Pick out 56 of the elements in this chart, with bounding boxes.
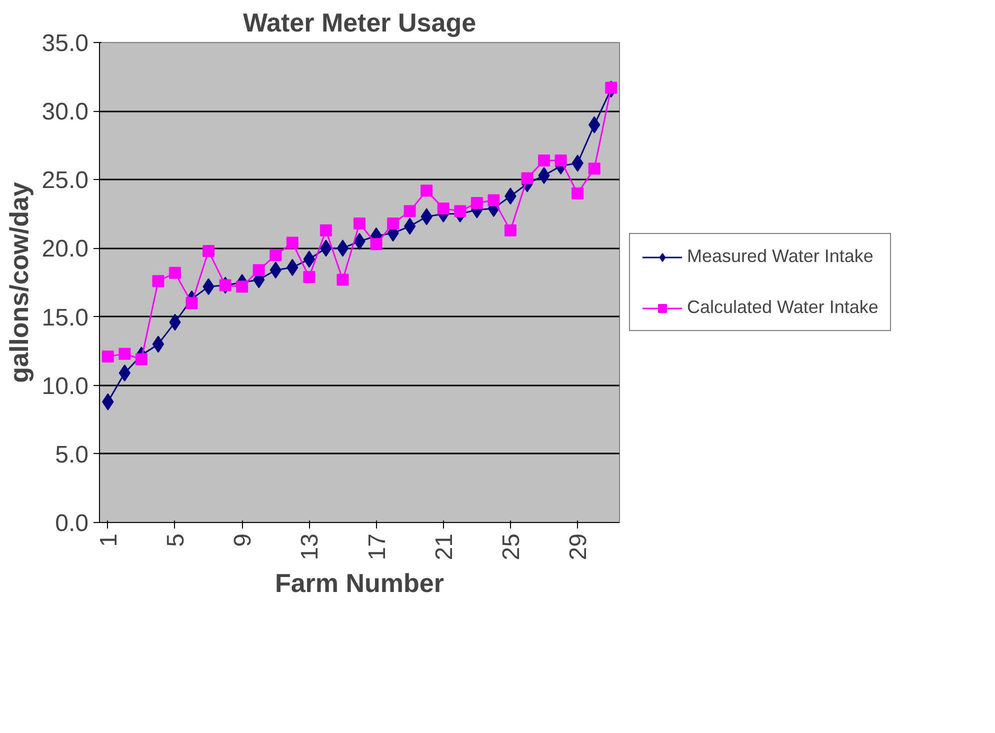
y-tick-label: 30.0 — [42, 98, 89, 126]
point — [404, 218, 416, 235]
point — [236, 280, 248, 293]
point — [303, 271, 316, 284]
x-axis-title: Farm Number — [274, 568, 444, 598]
point — [303, 250, 316, 268]
point — [118, 348, 131, 360]
x-tick-label: 29 — [565, 533, 592, 560]
point — [219, 279, 232, 292]
point — [488, 194, 500, 206]
point — [186, 297, 198, 310]
point — [370, 238, 382, 250]
x-tick-label: 1 — [95, 533, 122, 547]
x-tick-label: 25 — [498, 533, 525, 560]
point — [605, 82, 618, 94]
point — [470, 196, 483, 209]
x-tick-label: 13 — [296, 533, 324, 560]
y-tick-label: 35.0 — [42, 30, 89, 57]
point — [588, 162, 600, 175]
point — [102, 350, 114, 363]
y-tick-label: 5.0 — [55, 441, 89, 468]
point — [168, 266, 181, 279]
y-axis-title: gallons/cow/day — [4, 182, 34, 383]
point — [572, 187, 584, 200]
point — [387, 218, 400, 230]
chart-title: Water Meter Usage — [242, 8, 476, 38]
point — [437, 202, 450, 214]
point — [336, 274, 349, 286]
point — [135, 353, 148, 366]
point — [454, 205, 466, 218]
y-tick-label: 25.0 — [42, 167, 89, 194]
legend-label: Calculated Water Intake — [687, 297, 878, 318]
x-tick-label: 5 — [162, 533, 190, 547]
point — [554, 154, 567, 166]
y-tick-label: 0.0 — [55, 510, 89, 537]
point — [504, 224, 516, 236]
point — [202, 244, 215, 257]
point — [336, 240, 349, 257]
legend-label: Measured Water Intake — [687, 246, 874, 267]
y-tick-label: 20.0 — [42, 236, 89, 263]
point — [354, 218, 366, 230]
x-tick-label: 9 — [230, 533, 257, 547]
point — [404, 205, 416, 218]
x-tick-label: 21 — [430, 533, 458, 560]
point — [420, 184, 433, 197]
point — [152, 275, 164, 288]
point — [320, 224, 332, 236]
point — [270, 249, 282, 262]
point — [252, 264, 265, 276]
y-tick-label: 15.0 — [42, 304, 89, 332]
point — [521, 172, 534, 184]
point — [286, 236, 298, 249]
y-tick-label: 10.0 — [42, 372, 89, 400]
point — [152, 336, 164, 353]
x-tick-label: 17 — [364, 533, 391, 560]
point — [538, 154, 550, 166]
